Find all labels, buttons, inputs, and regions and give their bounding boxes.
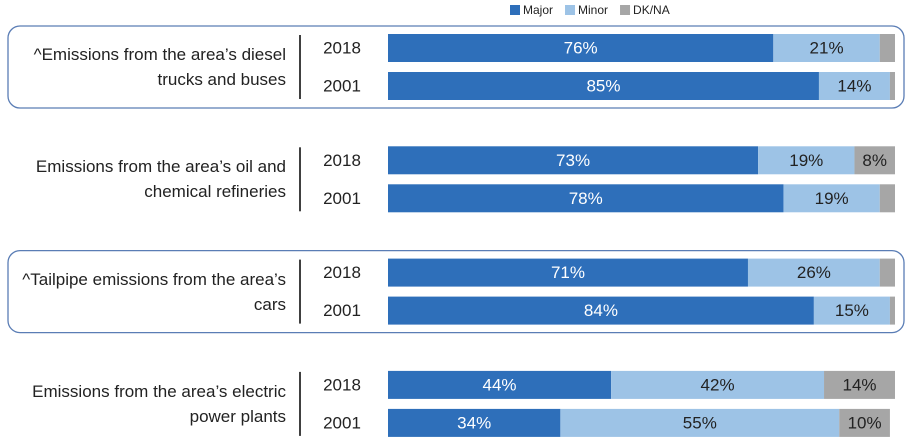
- value-label: 14%: [837, 76, 871, 95]
- bar-segment: [388, 296, 814, 325]
- value-label: 8%: [862, 151, 887, 170]
- value-label: 71%: [551, 263, 585, 282]
- bar-segment: [813, 296, 890, 325]
- legend-label: DK/NA: [633, 3, 670, 17]
- bar-segment: [854, 146, 895, 175]
- group-label: Emissions from the area’s electric power…: [32, 381, 286, 426]
- bar-segment: [747, 258, 880, 287]
- bar-segment: [611, 370, 825, 399]
- legend-label: Minor: [578, 3, 608, 17]
- value-label: 78%: [569, 189, 603, 208]
- value-label: 14%: [842, 375, 876, 394]
- year-label: 2001: [323, 413, 361, 432]
- year-label: 2018: [323, 151, 361, 170]
- bar-segment: [839, 408, 890, 437]
- value-label: 85%: [586, 76, 620, 95]
- legend-swatch: [565, 5, 576, 15]
- value-label: 42%: [701, 375, 735, 394]
- bar-segment: [388, 258, 748, 287]
- bar-segment: [879, 258, 895, 287]
- legend-swatch: [510, 5, 520, 15]
- legend-swatch: [620, 5, 631, 15]
- value-label: 21%: [810, 38, 844, 57]
- value-label: 73%: [556, 151, 590, 170]
- bar-segment: [388, 408, 561, 437]
- value-label: 84%: [584, 301, 618, 320]
- year-label: 2001: [323, 301, 361, 320]
- bar-segment: [758, 146, 855, 175]
- year-label: 2018: [323, 263, 361, 282]
- highlight-box: [7, 25, 905, 109]
- value-label: 26%: [797, 263, 831, 282]
- group-label: Emissions from the area’s oil and chemic…: [35, 157, 286, 202]
- bar-segment: [824, 370, 895, 399]
- bar-segment: [388, 34, 774, 62]
- legend-label: Major: [523, 3, 553, 17]
- bar-segment: [783, 184, 880, 213]
- year-label: 2018: [323, 375, 361, 394]
- bar-segment: [388, 146, 759, 175]
- bar-segment: [889, 296, 895, 325]
- group-label: ^Tailpipe emissions from the area’s cars: [22, 269, 286, 314]
- group-label: ^Emissions from the area’s diesel trucks…: [33, 45, 286, 89]
- value-label: 44%: [483, 375, 517, 394]
- bar-segment: [560, 408, 840, 437]
- value-label: 19%: [815, 189, 849, 208]
- value-label: 19%: [789, 151, 823, 170]
- bar-segment: [388, 184, 784, 213]
- value-label: 76%: [564, 38, 598, 57]
- highlight-box: [7, 249, 905, 334]
- bar-segment: [879, 34, 895, 62]
- bar-segment: [818, 72, 890, 100]
- bar-segment: [388, 370, 612, 399]
- value-label: 10%: [848, 413, 882, 432]
- year-label: 2001: [323, 189, 361, 208]
- bar-segment: [889, 72, 895, 100]
- year-label: 2018: [323, 38, 361, 57]
- value-label: 34%: [457, 413, 491, 432]
- bar-segment: [388, 72, 819, 100]
- bar-segment: [773, 34, 880, 62]
- bar-segment: [879, 184, 895, 213]
- value-label: 15%: [835, 301, 869, 320]
- value-label: 55%: [683, 413, 717, 432]
- year-label: 2001: [323, 76, 361, 95]
